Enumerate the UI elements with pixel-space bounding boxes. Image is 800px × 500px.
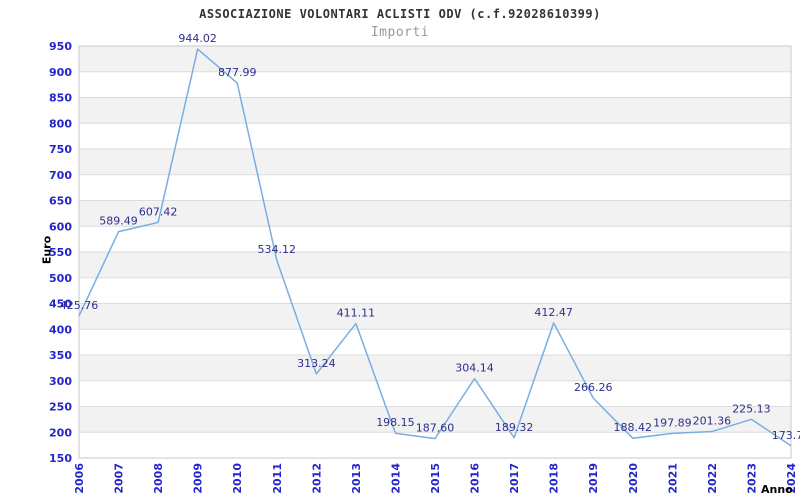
data-label: 198.15: [376, 416, 415, 429]
data-label: 944.02: [178, 32, 217, 45]
y-tick-label: 650: [49, 195, 72, 208]
data-label: 197.89: [653, 416, 692, 429]
x-tick-label: 2017: [508, 463, 521, 494]
y-tick-label: 800: [49, 117, 72, 130]
data-label: 189.32: [495, 421, 534, 434]
plot-band: [79, 252, 791, 278]
data-label: 412.47: [534, 306, 573, 319]
plot-band: [79, 406, 791, 433]
data-label: 188.42: [614, 421, 653, 434]
y-tick-label: 600: [49, 220, 72, 233]
data-label: 589.49: [99, 215, 138, 228]
x-tick-label: 2011: [271, 463, 284, 494]
plot-band: [79, 46, 791, 72]
y-tick-label: 900: [49, 66, 72, 79]
x-tick-label: 2024: [785, 463, 798, 494]
y-tick-label: 700: [49, 169, 72, 182]
x-tick-label: 2006: [73, 463, 86, 494]
x-tick-label: 2012: [310, 463, 323, 494]
y-tick-label: 250: [49, 401, 72, 414]
plot-band: [79, 200, 791, 227]
data-label: 425.76: [60, 299, 99, 312]
y-tick-label: 200: [49, 426, 72, 439]
x-tick-label: 2008: [152, 463, 165, 494]
y-tick-label: 950: [49, 40, 72, 53]
plot-border: [78, 45, 792, 459]
data-label: 607.42: [139, 205, 178, 218]
plot-band: [79, 71, 791, 98]
y-tick-label: 500: [49, 272, 72, 285]
series-line: [78, 48, 792, 447]
x-tick-label: 2019: [587, 463, 600, 494]
x-tick-label: 2009: [192, 463, 205, 494]
data-label: 534.12: [258, 243, 297, 256]
data-label: 304.14: [455, 362, 494, 375]
plot-band: [79, 277, 791, 304]
data-label: 201.36: [693, 415, 732, 428]
plot-band: [79, 380, 791, 407]
x-tick-label: 2023: [745, 463, 758, 494]
plot-band: [79, 226, 791, 252]
y-tick-label: 350: [49, 349, 72, 362]
data-label: 313.24: [297, 357, 336, 370]
plot-band: [79, 174, 791, 201]
chart-title: ASSOCIAZIONE VOLONTARI ACLISTI ODV (c.f.…: [199, 7, 601, 21]
x-tick-label: 2016: [469, 463, 482, 494]
x-tick-label: 2015: [429, 463, 442, 494]
x-tick-label: 2020: [627, 463, 640, 494]
data-label: 187.60: [416, 422, 455, 435]
y-tick-label: 450: [49, 298, 72, 311]
chart-subtitle: Importi: [370, 25, 430, 40]
x-tick-label: 2013: [350, 463, 363, 494]
x-axis-title: Anno: [761, 483, 793, 496]
y-tick-label: 850: [49, 92, 72, 105]
plot-band: [79, 303, 791, 330]
y-tick-label: 300: [49, 375, 72, 388]
x-tick-label: 2014: [389, 463, 402, 494]
data-label: 266.26: [574, 381, 613, 394]
y-tick-label: 400: [49, 323, 72, 336]
x-tick-label: 2010: [231, 463, 244, 494]
y-tick-label: 550: [49, 246, 72, 259]
plot-band: [79, 123, 791, 149]
plot-band: [79, 432, 791, 458]
plot-band: [79, 355, 791, 381]
data-label: 411.11: [337, 307, 376, 320]
x-tick-label: 2021: [666, 463, 679, 494]
plot-band: [79, 329, 791, 355]
x-tick-label: 2022: [706, 463, 719, 494]
data-label: 225.13: [732, 402, 771, 415]
data-label: 877.99: [218, 66, 257, 79]
plot-band: [79, 149, 791, 175]
plot-band: [79, 97, 791, 124]
x-tick-label: 2018: [548, 463, 561, 494]
y-tick-label: 750: [49, 143, 72, 156]
data-label: 173.76: [772, 429, 800, 442]
y-axis-title: Euro: [40, 235, 54, 265]
x-tick-label: 2007: [113, 463, 126, 494]
y-tick-label: 150: [49, 452, 72, 465]
